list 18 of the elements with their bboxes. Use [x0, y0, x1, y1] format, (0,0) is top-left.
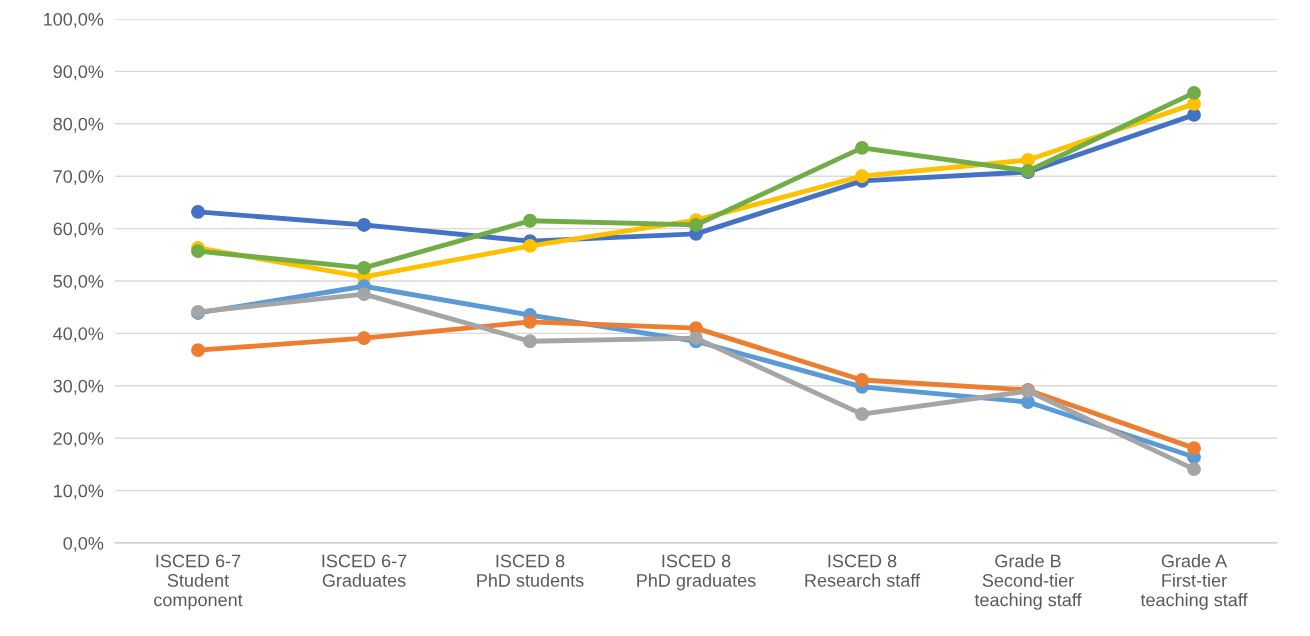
x-tick-label: ISCED 8 PhD students	[477, 554, 584, 587]
y-tick-label: 10,0%	[54, 484, 104, 500]
x-tick-label: ISCED 6-7 Student component	[154, 554, 243, 610]
y-tick-label: 60,0%	[53, 222, 104, 238]
y-tick-label: 100,0%	[44, 12, 104, 28]
x-tick-label: ISCED 8 PhD graduates	[637, 554, 756, 591]
y-tick-label: 90,0%	[53, 65, 104, 81]
y-tick-label: 0,0%	[63, 536, 104, 552]
y-tick-label: 80,0%	[53, 117, 104, 133]
y-tick-label: 50,0%	[53, 274, 104, 290]
x-tick-label: Grade A First-tier teaching staff	[1140, 554, 1248, 610]
x-tick-label: Grade B Second-tier teaching staff	[974, 554, 1082, 610]
x-tick-label: ISCED 8 Research staff	[805, 554, 921, 587]
x-tick-label: ISCED 6-7 Graduates	[322, 554, 407, 587]
y-tick-label: 40,0%	[53, 327, 104, 343]
y-tick-label: 70,0%	[53, 170, 104, 186]
y-tick-label: 20,0%	[53, 432, 104, 448]
y-tick-label: 30,0%	[53, 379, 104, 395]
